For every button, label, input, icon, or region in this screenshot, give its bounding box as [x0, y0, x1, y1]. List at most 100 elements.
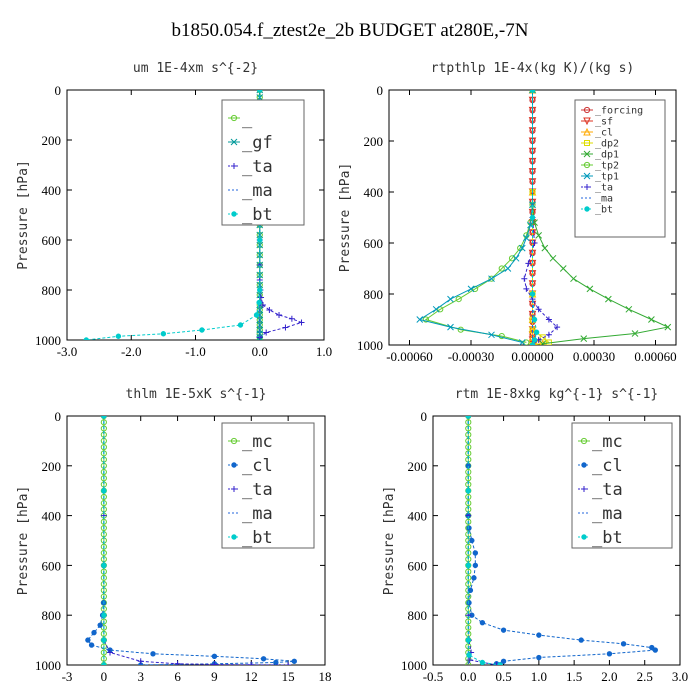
data-point — [465, 562, 471, 569]
legend-marker — [230, 437, 238, 445]
data-point — [498, 265, 505, 272]
data-point — [521, 275, 528, 282]
x-tick-label: 0.00060 — [634, 349, 676, 364]
data-point — [625, 305, 633, 313]
data-point — [471, 575, 477, 581]
legend-marker — [230, 114, 238, 122]
legend-label: _ta — [595, 183, 613, 194]
data-point — [541, 244, 549, 252]
data-point — [522, 234, 530, 242]
data-point — [266, 307, 273, 313]
plot-frame — [432, 415, 681, 666]
data-point — [465, 416, 471, 419]
x-tick-label: 2.5 — [637, 669, 653, 684]
legend-label: _dp1 — [595, 150, 619, 161]
data-point — [101, 612, 107, 618]
data-point — [100, 574, 107, 581]
data-point — [160, 331, 167, 337]
y-tick-label: 0 — [55, 83, 62, 98]
x-tick-label: 1.0 — [316, 344, 332, 359]
legend-marker — [584, 206, 590, 212]
y-tick-label: 800 — [42, 608, 62, 623]
legend-item: _ta — [581, 183, 613, 194]
legend-label: _ma — [592, 504, 623, 524]
series-line — [467, 416, 657, 665]
data-point — [472, 562, 479, 569]
data-point — [531, 316, 538, 323]
legend-label: _tp1 — [595, 172, 619, 183]
data-point — [100, 468, 107, 476]
data-point — [107, 649, 113, 656]
y-tick-label: 400 — [364, 185, 384, 200]
data-point — [465, 488, 471, 494]
legend-item: _bt — [578, 528, 623, 548]
data-point — [652, 647, 658, 653]
legend-label: _mc — [242, 432, 273, 452]
data-point — [604, 295, 612, 303]
legend-marker — [583, 117, 591, 126]
legend-item: _mc — [228, 432, 273, 452]
x-tick-label: 0.5 — [495, 669, 511, 684]
legend-item: _ma — [228, 181, 273, 201]
data-point — [137, 658, 144, 665]
x-tick-label: 1.5 — [566, 669, 582, 684]
data-point — [529, 90, 536, 94]
y-tick-label: 800 — [364, 287, 384, 302]
data-point — [432, 305, 440, 313]
data-point — [664, 323, 672, 331]
panel-3: thlm 1E-5xK s^{-1} Pressure [hPa] 0 200 400 6… — [16, 387, 332, 684]
y-tick-label: 1000 — [357, 338, 383, 353]
data-point — [518, 244, 526, 252]
data-point — [466, 657, 473, 664]
data-point — [291, 658, 297, 664]
data-point — [539, 340, 547, 345]
legend-marker — [580, 437, 588, 445]
data-point — [466, 652, 472, 658]
panel-title: thlm 1E-5xK s^{-1} — [126, 387, 267, 402]
data-point — [257, 90, 263, 93]
legend-item: _gf — [228, 133, 273, 153]
x-tick-label: 15 — [282, 669, 295, 684]
legend-item: _cl — [578, 456, 623, 476]
legend-box — [221, 99, 305, 226]
data-point — [545, 331, 552, 338]
legend-label: _tp2 — [595, 161, 619, 172]
data-point — [100, 624, 107, 631]
legend-item: _ma — [581, 194, 613, 205]
data-point — [493, 662, 500, 665]
y-tick-label: 200 — [364, 134, 384, 149]
data-point — [465, 518, 472, 525]
legend-label: _ma — [595, 194, 613, 205]
data-point — [422, 316, 429, 323]
data-point — [100, 419, 107, 426]
legend-label: _cl — [242, 456, 273, 476]
legend-item: _cl — [228, 456, 273, 476]
panel-4: rtm 1E-8xkg kg^{-1} s^{-1} Pressure [hPa]… — [382, 387, 688, 684]
y-tick-label: 200 — [42, 459, 62, 474]
legend-label: _dp2 — [595, 139, 619, 150]
legend-item: _cl — [581, 128, 613, 139]
legend-item: _tp1 — [581, 172, 619, 183]
legend-item: _ta — [228, 480, 273, 500]
legend-item: _tp2 — [581, 161, 619, 172]
data-point — [500, 658, 507, 664]
x-tick-label: 0.00000 — [511, 349, 553, 364]
legend-box — [574, 99, 666, 238]
data-point — [150, 651, 156, 657]
data-point — [488, 331, 495, 339]
legend-item: _bt — [228, 205, 273, 225]
legend-label: _ta — [242, 157, 273, 177]
data-point — [253, 312, 260, 318]
legend-label: _bt — [242, 528, 273, 548]
data-point — [100, 549, 107, 557]
data-point — [536, 632, 542, 638]
y-tick-label: 0 — [55, 409, 62, 424]
legend-marker — [583, 150, 591, 158]
series-tp1 — [416, 90, 536, 345]
legend: _forcing_sf_cl_dp2_dp1_tp2_tp1_ta_ma_bt — [574, 99, 666, 238]
legend-label: _bt — [595, 205, 613, 216]
data-point — [100, 518, 107, 525]
data-point — [101, 637, 107, 643]
y-tick-label: 600 — [42, 558, 62, 573]
